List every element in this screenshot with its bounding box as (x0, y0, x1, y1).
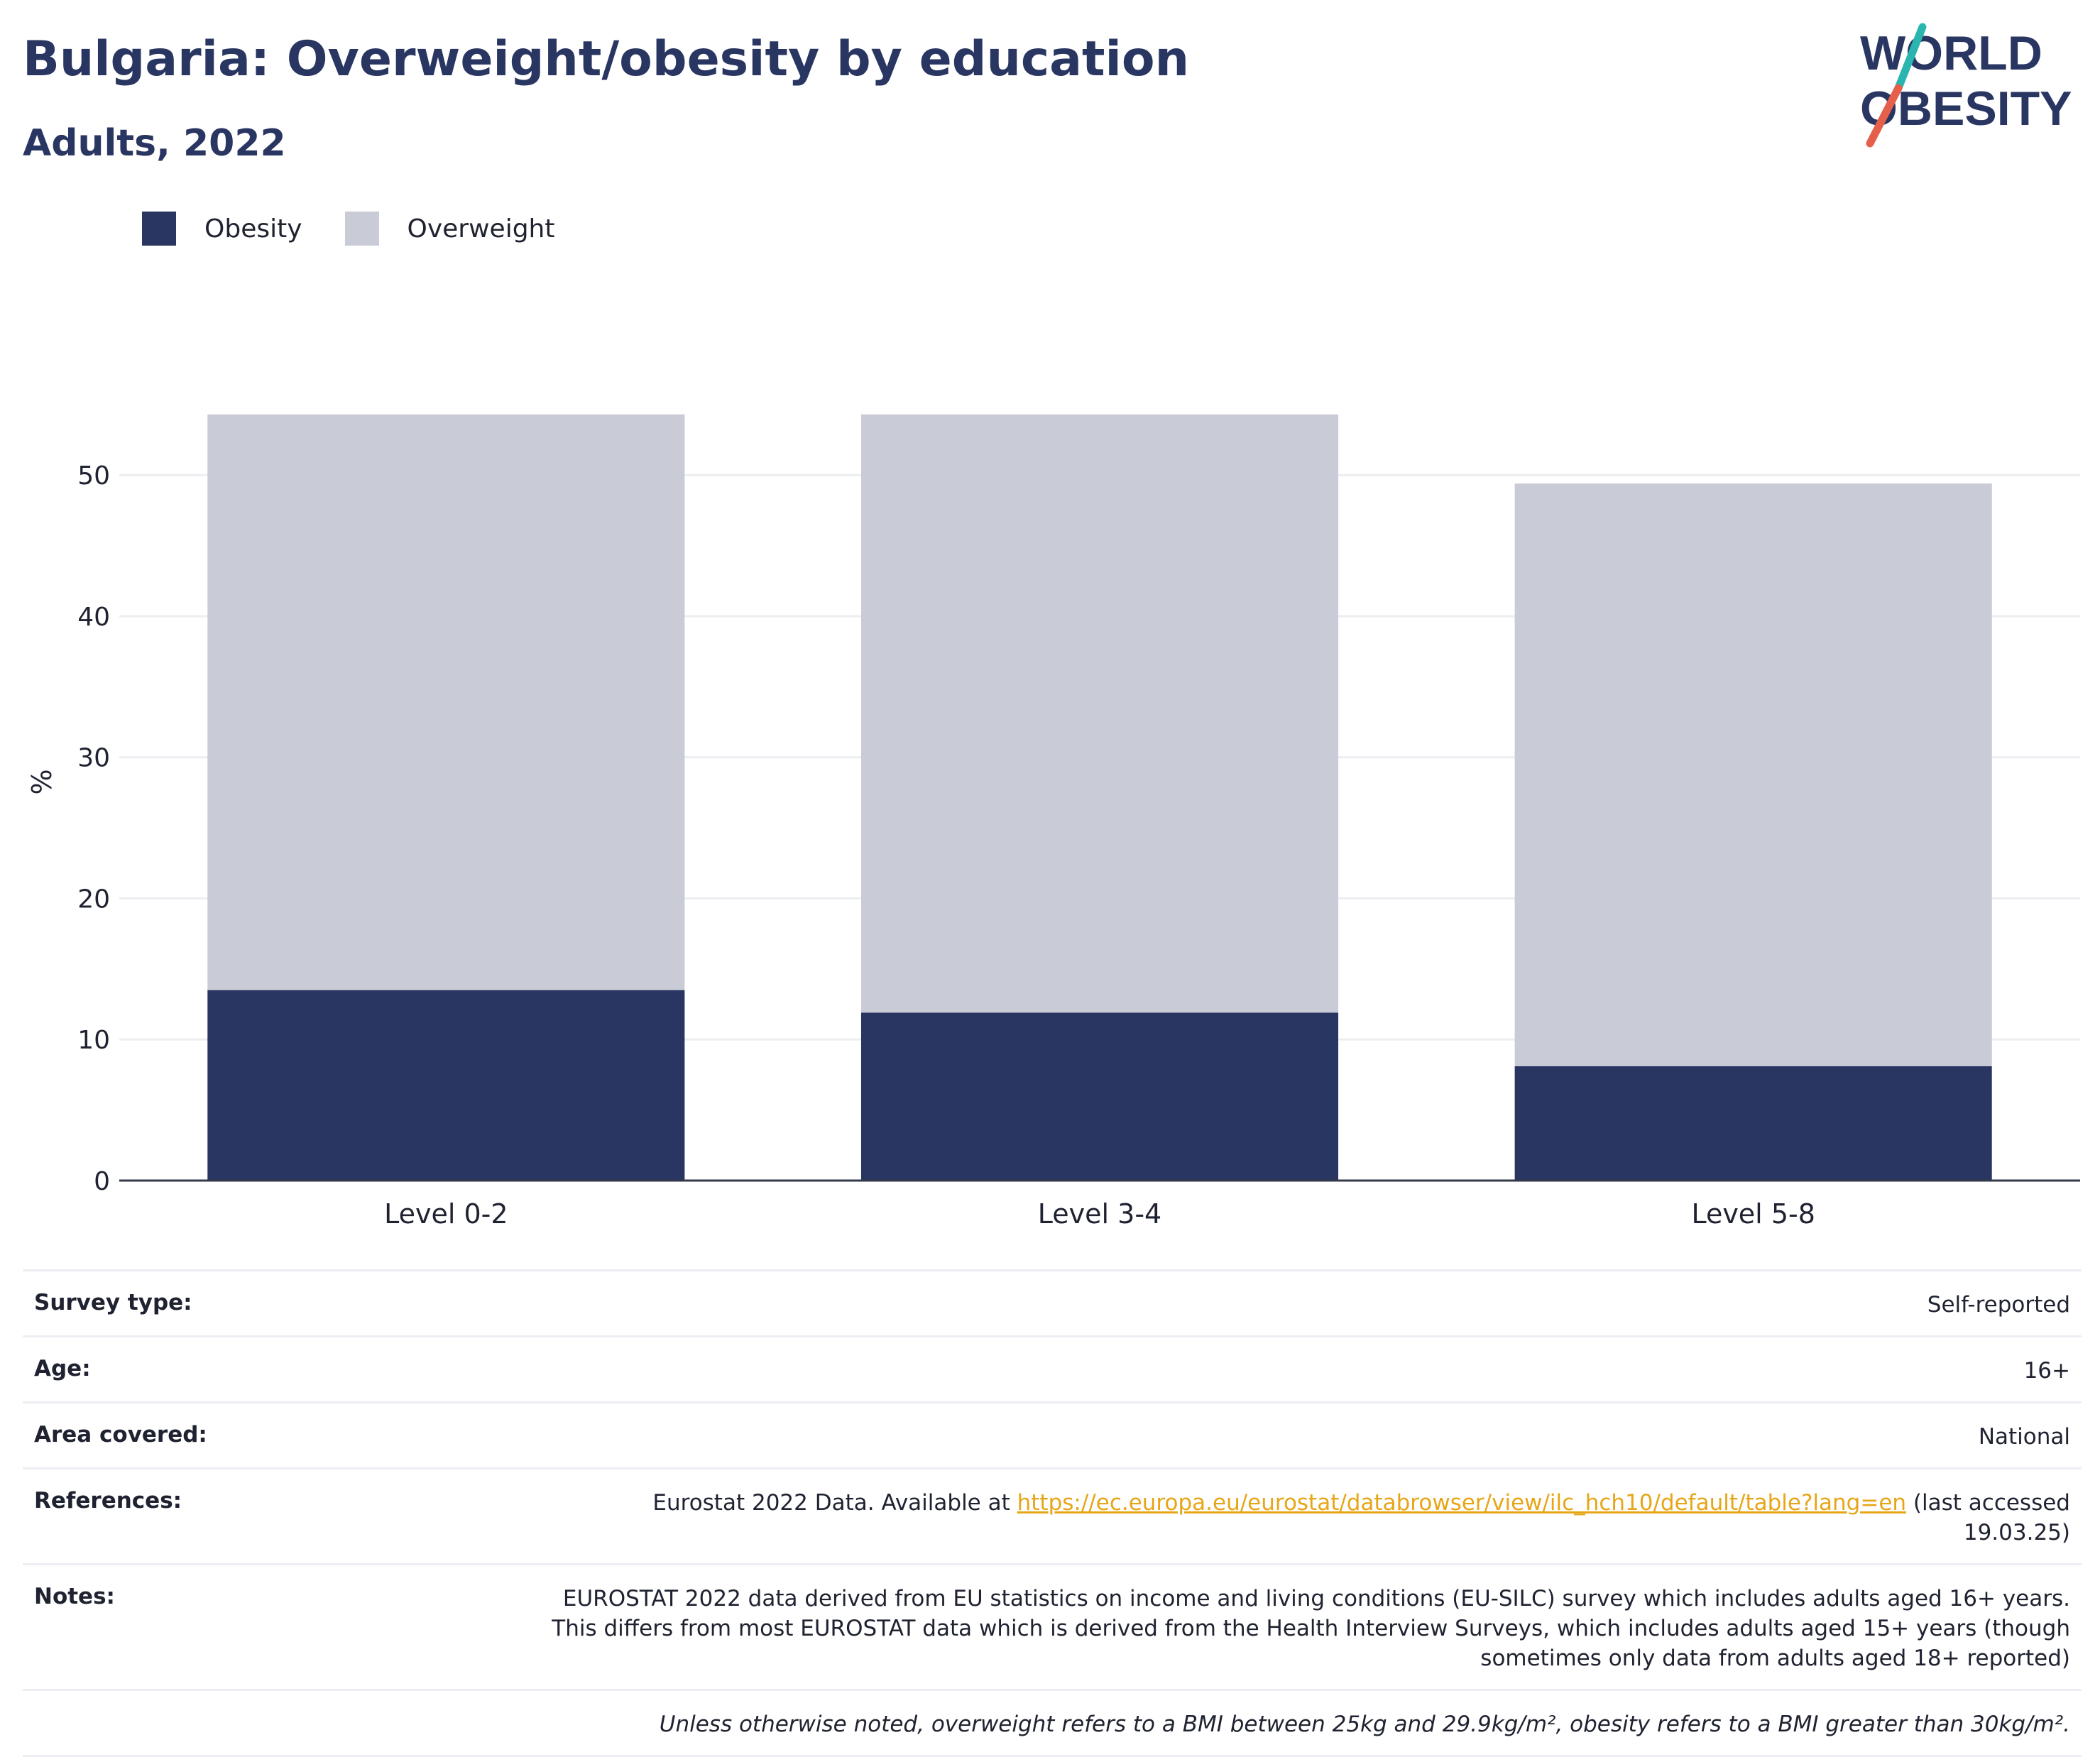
age-label: Age: (34, 1356, 91, 1381)
y-tick-label-20: 20 (77, 885, 110, 914)
info-row-footnote: Unless otherwise noted, overweight refer… (23, 1689, 2082, 1757)
bar-overweight-2 (860, 414, 1339, 1013)
area-value: National (1978, 1424, 2070, 1450)
legend-item-obesity[interactable]: Obesity (142, 212, 302, 246)
survey-type-value: Self-reported (1927, 1292, 2070, 1318)
references-prefix: Eurostat 2022 Data. Available at (652, 1490, 1017, 1516)
references-link[interactable]: https://ec.europa.eu/eurostat/databrowse… (1017, 1490, 1907, 1516)
legend-label-obesity: Obesity (204, 214, 302, 243)
bmi-footnote: Unless otherwise noted, overweight refer… (659, 1712, 2070, 1737)
y-tick-label-30: 30 (77, 744, 110, 773)
references-value: Eurostat 2022 Data. Available at https:/… (544, 1488, 2070, 1548)
notes-value: EUROSTAT 2022 data derived from EU stati… (552, 1586, 2070, 1671)
info-row-notes: Notes: EUROSTAT 2022 data derived from E… (23, 1563, 2082, 1689)
logo-slash-red (1866, 84, 1903, 148)
bar-obesity-3 (1514, 1066, 1992, 1181)
notes-label: Notes: (34, 1584, 115, 1609)
legend-item-overweight[interactable]: Overweight (344, 212, 555, 246)
area-label: Area covered: (34, 1422, 207, 1447)
x-tick-label-3: Level 5-8 (1691, 1198, 1815, 1230)
logo-line-1: WORLD (1860, 26, 2042, 80)
legend-label-overweight: Overweight (407, 214, 555, 243)
x-tick-label-1: Level 0-2 (384, 1198, 508, 1230)
page-subtitle: Adults, 2022 (23, 122, 286, 165)
legend-swatch-obesity (142, 212, 176, 246)
bar-obesity-2 (860, 1012, 1339, 1181)
stacked-bar-chart: 0 10 20 30 40 50% Level 0-2 Level 3-4 Level 5-8 (26, 414, 2080, 1230)
references-suffix: (last accessed 19.03.25) (1906, 1490, 2070, 1545)
legend-swatch-overweight (344, 212, 379, 246)
bar-overweight-3 (1514, 483, 1992, 1067)
world-obesity-logo: WORLD OBESITY (1860, 23, 2072, 148)
info-row-survey-type: Survey type: Self-reported (23, 1269, 2082, 1335)
info-row-age: Age: 16+ (23, 1335, 2082, 1401)
age-value: 16+ (2023, 1358, 2070, 1384)
page-title: Bulgaria: Overweight/obesity by educatio… (23, 31, 1189, 87)
survey-type-label: Survey type: (34, 1290, 192, 1315)
info-row-area: Area covered: National (23, 1401, 2082, 1467)
bar-overweight-1 (207, 414, 685, 990)
info-table: Survey type: Self-reported Age: 16+ Area… (23, 1269, 2082, 1757)
y-axis-label: % (26, 769, 58, 794)
y-tick-label-0: 0 (94, 1167, 110, 1196)
y-tick-label-50: 50 (77, 461, 110, 491)
references-label: References: (34, 1488, 182, 1514)
y-tick-label-40: 40 (77, 603, 110, 632)
info-row-references: References: Eurostat 2022 Data. Availabl… (23, 1467, 2082, 1563)
y-tick-label-10: 10 (77, 1026, 110, 1055)
x-tick-label-2: Level 3-4 (1038, 1198, 1161, 1230)
bar-obesity-1 (207, 990, 685, 1181)
chart-legend: Obesity Overweight (142, 212, 597, 246)
logo-slash-teal (1894, 23, 1927, 92)
